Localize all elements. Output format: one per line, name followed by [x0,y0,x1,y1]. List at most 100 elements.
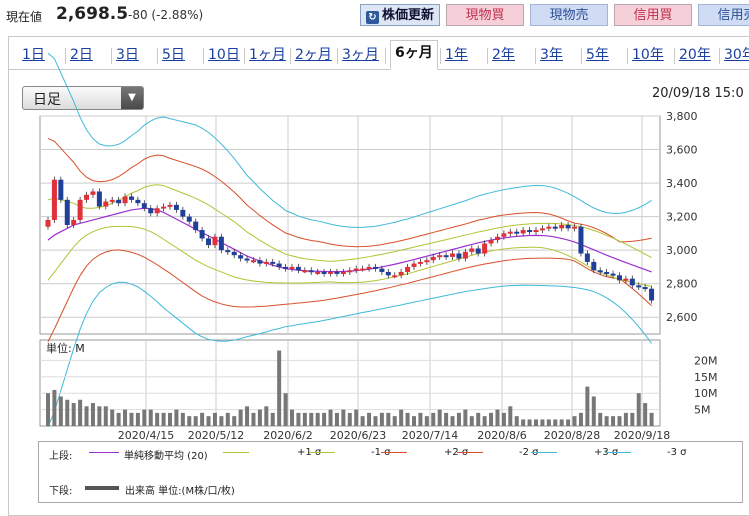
candle [263,261,269,264]
candle [238,255,244,259]
legend-swatch [309,452,335,453]
candle [308,270,314,273]
candle [482,243,488,254]
tab-8[interactable]: 6ヶ月 [390,40,438,70]
cash-buy-button[interactable]: 現物買 [446,4,524,26]
tab-5[interactable]: 1ヶ月 [249,47,286,63]
tab-separator [290,48,291,64]
volume-bar [78,399,83,426]
cash-sell-button[interactable]: 現物売 [530,4,608,26]
tab-4[interactable]: 10日 [208,47,240,63]
margin-sell-button[interactable]: 信用売 [698,4,749,26]
refresh-price-button[interactable]: ↻ 株価更新 [360,4,440,26]
volume-bar [386,412,391,426]
candle [488,240,494,244]
volume-bar [347,412,352,426]
candle [636,285,642,288]
candle [199,230,205,239]
tab-1[interactable]: 2日 [70,47,93,63]
candle [167,204,173,207]
price-change: -80 (-2.88%) [128,8,204,22]
candle [276,263,282,267]
volume-bar [245,406,250,426]
volume-bar [116,412,121,426]
candle [141,203,147,209]
candle [116,199,122,204]
candle [533,230,539,233]
candle [559,225,565,229]
tab-12[interactable]: 5年 [586,47,609,63]
tab-separator [111,48,112,64]
volume-bar [578,412,583,426]
volume-bar [418,412,423,426]
volume-bar [180,412,185,426]
tab-15[interactable]: 30年 [724,47,749,63]
candle [501,233,507,237]
candle [231,251,237,256]
volume-bar [450,416,455,426]
interval-select-value: 日足 [33,92,61,108]
volume-bar [232,416,237,426]
candle [135,199,141,204]
tab-separator [244,48,245,64]
candle [51,179,57,220]
candle [122,196,128,204]
volume-bar [58,396,63,426]
volume-bar [103,406,108,426]
volume-bar [534,419,538,426]
tab-10[interactable]: 2年 [492,47,515,63]
tab-separator [203,48,204,64]
legend-item: -1 σ [371,447,391,458]
price-label: 現在値 [6,10,43,24]
tab-9[interactable]: 1年 [445,47,468,63]
x-tick-label: 2020/6/2 [263,429,312,442]
volume-bar [46,393,50,426]
tab-separator [719,48,720,64]
candle [295,266,301,271]
legend-swatch [605,452,631,453]
margin-buy-button[interactable]: 信用買 [614,4,692,26]
tab-13[interactable]: 10年 [632,47,664,63]
candle [360,268,366,271]
volume-bar [225,412,230,426]
candle [552,226,558,229]
candle [494,236,500,241]
legend: 上段: 下段: 単純移動平均 (20)+1 σ-1 σ+2 σ-2 σ+3 σ-… [38,441,743,503]
current-price: 2,698.5 [56,4,129,24]
tab-0[interactable]: 1日 [22,47,45,63]
tab-2[interactable]: 3日 [116,47,139,63]
candle [462,251,468,259]
candle [206,238,212,246]
volume-bar [617,416,622,426]
volume-bar [161,412,166,426]
volume-bar [142,409,147,426]
candle [109,199,115,202]
volume-bar [52,389,57,426]
y-tick-label: 3,600 [666,144,698,157]
legend-volume: 出来高 単位:(M株/口/枚) [125,486,235,497]
candle [58,179,64,200]
tab-3[interactable]: 5日 [162,47,185,63]
candle [347,270,353,273]
candle [90,191,96,195]
volume-bar [553,419,558,426]
tab-11[interactable]: 3年 [540,47,563,63]
tab-7[interactable]: 3ヶ月 [342,47,379,63]
volume-bar [354,409,359,426]
refresh-label: 株価更新 [381,8,434,23]
candle [250,260,256,263]
legend-swatch [531,452,557,453]
candle [283,266,289,269]
tab-14[interactable]: 20年 [679,47,711,63]
candle [372,266,378,269]
candle [218,236,224,251]
quote-header: 現在値 2,698.5 -80 (-2.88%) ↻ 株価更新 現物買 現物売 信… [0,0,749,32]
interval-select[interactable]: 日足 ▼ [22,86,144,110]
volume-bar [373,416,378,426]
volume-bar [322,412,327,426]
tab-6[interactable]: 2ヶ月 [295,47,332,63]
candle [629,278,635,286]
volume-bar [219,416,224,426]
volume-bar [129,412,134,426]
candle [353,268,359,271]
